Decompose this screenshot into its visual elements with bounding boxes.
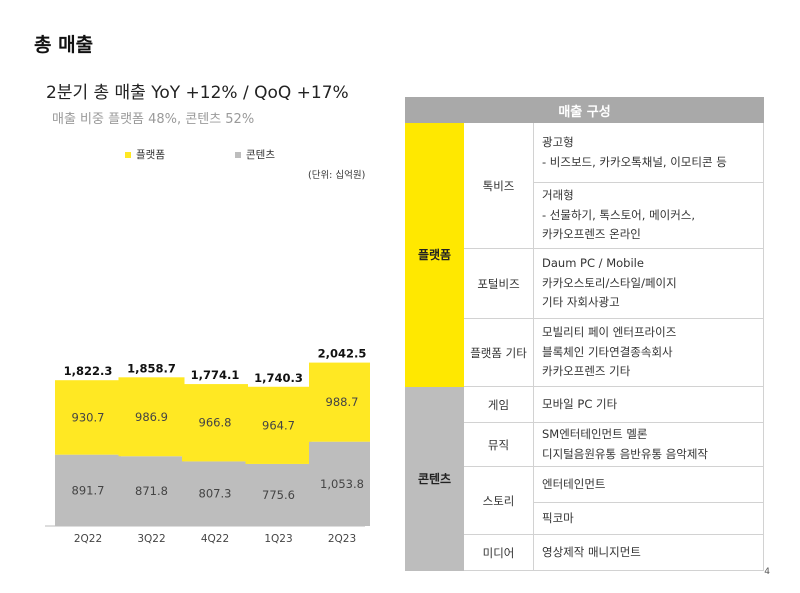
legend-item-platform: 플랫폼 (125, 147, 165, 162)
total-label: 1,774.1 (191, 368, 240, 382)
x-tick-label: 1Q23 (264, 533, 292, 545)
legend-swatch-content (235, 151, 241, 158)
description-line: Daum PC / Mobile (542, 256, 644, 271)
data-label-platform: 988.7 (326, 395, 359, 409)
description-line: 픽코마 (542, 510, 574, 525)
legend-swatch-platform (125, 151, 131, 158)
data-label-platform: 966.8 (199, 416, 232, 430)
table-row: 픽코마 (406, 502, 764, 535)
description-line: 모바일 PC 기타 (542, 396, 618, 411)
bar-content (309, 441, 370, 526)
revenue-share: 매출 비중 플랫폼 48%, 콘텐츠 52% (52, 112, 255, 127)
revenue-bar-chart: 891.7 930.7 1,822.3 2Q22 871.8 986.9 1,858.7 3Q… (45, 347, 370, 545)
bar-content (55, 454, 121, 526)
legend-label-content: 콘텐츠 (246, 149, 275, 161)
segment-description: 영상제작 매니지먼트 (533, 534, 764, 571)
x-tick-label: 2Q23 (328, 533, 356, 545)
bar-content (182, 461, 248, 526)
table-row: 미디어 영상제작 매니지먼트 (406, 534, 764, 571)
description-line: 엔터테인먼트 (542, 476, 606, 491)
segment-label: 스토리 (463, 466, 534, 535)
bar-content (245, 463, 312, 526)
segment-label: 플랫폼 기타 (463, 318, 534, 387)
x-tick-label: 2Q22 (74, 533, 102, 545)
segment-description: 거래형 - 선물하기, 톡스토어, 메이커스, 카카오프렌즈 온라인 (533, 182, 764, 249)
description-line: 모빌리티 페이 엔터프라이즈 (542, 325, 677, 340)
page-number: 4 (764, 567, 770, 577)
description-line: SM엔터테인먼트 멜론 (542, 427, 648, 441)
bar-platform (55, 380, 121, 455)
group-label: 콘텐츠 (405, 386, 464, 571)
segment-label: 톡비즈 (463, 122, 534, 249)
segment-description: 엔터테인먼트 (533, 466, 764, 503)
description-line: 블록체인 기타연결종속회사 (542, 344, 673, 359)
group-label: 플랫폼 (405, 122, 464, 387)
chart-unit: (단위: 십억원) (308, 170, 366, 181)
segment-label: 미디어 (463, 534, 534, 571)
table-row: 플랫폼 기타 모빌리티 페이 엔터프라이즈 블록체인 기타연결종속회사 카카오프렌즈 … (406, 318, 764, 387)
data-label-content: 871.8 (135, 484, 168, 498)
description-line: 영상제작 매니지먼트 (542, 544, 641, 559)
description-line: 기타 자회사광고 (542, 295, 620, 310)
segment-description: 모바일 PC 기타 (533, 386, 764, 423)
segment-label: 포털비즈 (463, 248, 534, 319)
x-tick-label: 3Q22 (137, 533, 165, 545)
table-row: 콘텐츠 게임 모바일 PC 기타 (405, 386, 764, 571)
segment-label: 뮤직 (463, 422, 534, 467)
segment-description: 픽코마 (533, 502, 764, 535)
description-line: 거래형 (542, 188, 574, 203)
description-line: - 비즈보드, 카카오톡채널, 이모티콘 등 (542, 154, 727, 169)
description-line: 카카오프렌즈 온라인 (542, 227, 641, 242)
description-line: 광고형 (542, 135, 574, 149)
chart-subtitle: 2분기 총 매출 YoY +12% / QoQ +17% (46, 83, 349, 103)
description-line: 디지털음원유통 음반유통 음악제작 (542, 446, 709, 461)
table-header: 매출 구성 (405, 97, 764, 123)
total-label: 2,042.5 (318, 347, 367, 361)
bar-platform (182, 384, 248, 462)
data-label-content: 1,053.8 (320, 477, 364, 491)
legend-item-content: 콘텐츠 (235, 147, 275, 162)
x-tick-label: 4Q22 (201, 533, 229, 545)
description-line: - 선물하기, 톡스토어, 메이커스, (542, 207, 696, 222)
bar-content (118, 456, 185, 526)
data-label-content: 775.6 (262, 488, 295, 502)
segment-label: 게임 (463, 386, 534, 423)
total-label: 1,822.3 (64, 364, 113, 378)
data-label-content: 807.3 (199, 487, 232, 501)
description-line: 카카오스토리/스타일/페이지 (542, 275, 677, 290)
total-label: 1,740.3 (254, 371, 303, 385)
table-row: 스토리 엔터테인먼트 (406, 466, 764, 535)
bar-platform (245, 386, 312, 464)
data-label-platform: 964.7 (262, 418, 295, 432)
data-label-content: 891.7 (72, 483, 105, 497)
total-label: 1,858.7 (127, 361, 176, 375)
legend-label-platform: 플랫폼 (136, 149, 165, 161)
description-line: 카카오프렌즈 기타 (542, 364, 631, 379)
data-label-platform: 986.9 (135, 410, 168, 424)
table-row: 플랫폼 톡비즈 광고형 - 비즈보드, 카카오톡채널, 이모티콘 등 (405, 122, 764, 387)
table-row: 거래형 - 선물하기, 톡스토어, 메이커스, 카카오프렌즈 온라인 (406, 182, 764, 249)
table-row: 뮤직 SM엔터테인먼트 멜론 디지털음원유통 음반유통 음악제작 (406, 422, 764, 467)
bar-platform (309, 362, 370, 442)
page-title: 총 매출 (34, 34, 94, 56)
data-label-platform: 930.7 (72, 410, 105, 424)
bar-platform (118, 377, 185, 457)
segment-description: 광고형 - 비즈보드, 카카오톡채널, 이모티콘 등 (533, 122, 764, 183)
